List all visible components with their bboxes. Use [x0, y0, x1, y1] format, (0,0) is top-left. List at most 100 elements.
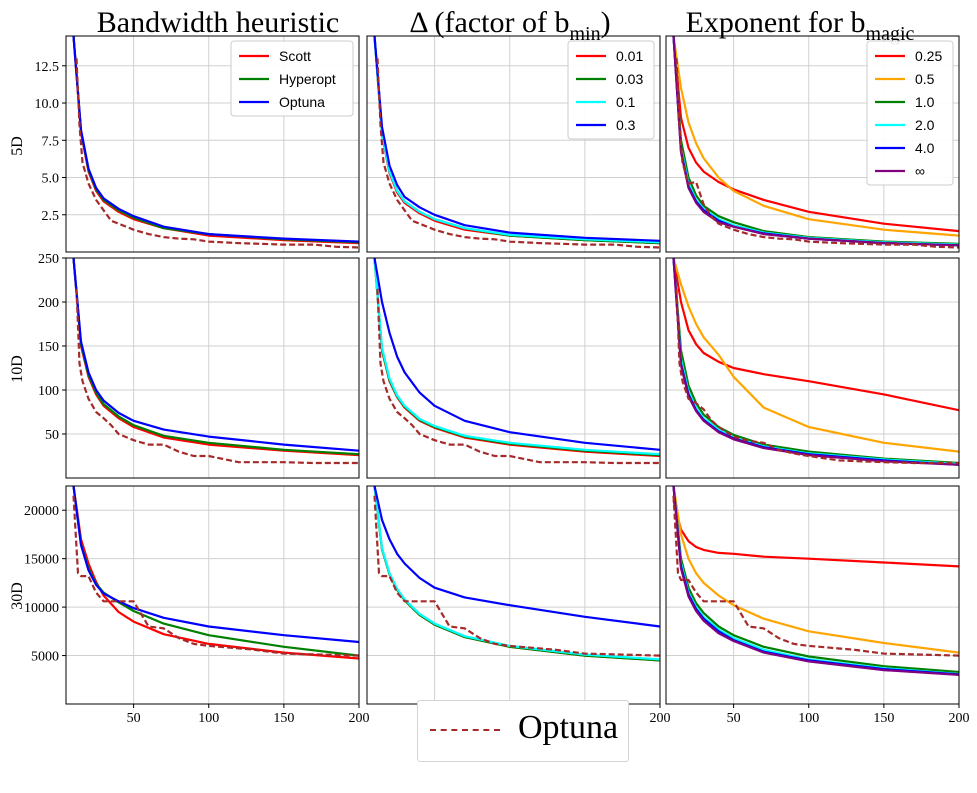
legend: Scott Hyperopt Optuna	[230, 40, 354, 117]
plot-frame	[65, 35, 360, 253]
series-line-0.5	[672, 486, 959, 654]
legend-label: Optuna	[279, 94, 325, 110]
legend-box	[230, 40, 354, 117]
legend: 0.01 0.03 0.1 0.3	[567, 40, 655, 140]
panel-r0-c0: 2.5 5.0 7.5 10.0 12.5 Scott Hyperopt Optuna	[35, 35, 360, 253]
y-tick-label: 7.5	[42, 134, 60, 149]
series-group	[672, 258, 959, 466]
column-title-2-main: Δ (factor of b	[409, 6, 569, 39]
legend-label: 2.0	[915, 117, 935, 133]
series-line-0.1	[373, 486, 660, 661]
series-line-Hyperopt	[72, 258, 359, 456]
x-tick-label: 100	[198, 711, 219, 726]
series-line-optuna-dashed	[376, 58, 660, 249]
series-line-0.1	[373, 36, 660, 244]
y-tick-label: 200	[38, 296, 59, 311]
series-line-optuna-dashed	[672, 495, 959, 657]
plot-frame	[65, 257, 360, 479]
row-label-10d: 10D	[9, 355, 26, 383]
series-group	[672, 36, 959, 249]
series-group	[373, 486, 660, 662]
series-line-optuna-dashed	[675, 58, 959, 249]
legend-label: 0.25	[915, 48, 942, 64]
row-label-5d: 5D	[9, 136, 26, 156]
series-line-∞	[672, 258, 959, 466]
legend: 0.25 0.5 1.0 2.0 4.0 ∞	[866, 40, 954, 186]
y-tick-label: 15000	[24, 553, 59, 568]
x-tick-label: 50	[727, 711, 741, 726]
series-line-0.5	[672, 36, 959, 237]
column-title-3-main: Exponent for b	[686, 6, 866, 39]
series-line-optuna-dashed	[75, 288, 359, 465]
x-tick-label: 150	[873, 711, 894, 726]
series-line-0.5	[672, 258, 959, 453]
figure-legend-label: Optuna	[518, 709, 619, 746]
y-tick-label: 10000	[24, 601, 59, 616]
series-line-Optuna	[72, 486, 359, 644]
panel-r1-c2	[665, 257, 960, 479]
x-tick-label: 200	[650, 711, 671, 726]
row-label-30d: 30D	[9, 582, 26, 610]
series-line-0.3	[373, 486, 660, 628]
series-line-0.3	[373, 36, 660, 242]
plot-frame	[366, 35, 661, 253]
legend-label: 0.3	[616, 117, 636, 133]
column-title-2-suffix: )	[601, 6, 611, 39]
series-line-Hyperopt	[72, 486, 359, 657]
plot-frame	[665, 485, 960, 705]
series-line-optuna-dashed	[376, 288, 660, 465]
series-line-0.25	[672, 36, 959, 233]
series-line-Scott	[72, 486, 359, 660]
series-line-0.03	[373, 486, 660, 662]
y-tick-label: 20000	[24, 504, 59, 519]
optuna-dashed-line-swatch	[430, 729, 500, 731]
series-line-0.1	[373, 258, 660, 456]
series-line-Scott	[72, 258, 359, 457]
legend-label: 1.0	[915, 94, 935, 110]
panel-r2-c2: 50 100 150 200	[665, 485, 970, 726]
y-tick-label: 100	[38, 384, 59, 399]
series-line-0.3	[373, 258, 660, 451]
series-line-∞	[672, 486, 959, 676]
series-line-optuna-dashed	[72, 495, 359, 657]
y-tick-label: 2.5	[42, 209, 60, 224]
series-line-Optuna	[72, 36, 359, 243]
legend-label: 0.03	[616, 71, 643, 87]
series-line-0.03	[373, 258, 660, 457]
series-line-2.0	[672, 486, 959, 676]
panel-r1-c1	[366, 257, 661, 479]
y-tick-label: 5.0	[42, 172, 60, 187]
y-tick-label: 50	[45, 428, 59, 443]
x-tick-label: 150	[273, 711, 294, 726]
series-group	[72, 36, 359, 249]
x-tick-label: 200	[349, 711, 370, 726]
legend-label: 4.0	[915, 140, 935, 156]
legend-label: 0.5	[915, 71, 935, 87]
panel-r2-c0: 5000 10000 15000 20000 50 100 150 200	[24, 485, 370, 726]
series-line-optuna-dashed	[75, 58, 359, 249]
legend-label: 0.01	[616, 48, 643, 64]
plot-frame	[665, 35, 960, 253]
legend-box	[567, 40, 655, 140]
series-line-0.01	[373, 486, 660, 662]
y-tick-label: 5000	[31, 650, 59, 665]
y-tick-label: 250	[38, 252, 59, 267]
plot-frame	[366, 485, 661, 705]
plot-frame	[366, 257, 661, 479]
x-tick-label: 100	[798, 711, 819, 726]
series-line-0.25	[672, 258, 959, 412]
column-title-2-subscript: min	[569, 23, 600, 45]
panel-r0-c2: 0.25 0.5 1.0 2.0 4.0 ∞	[665, 35, 960, 253]
series-group	[373, 36, 660, 249]
y-tick-label: 10.0	[35, 97, 60, 112]
series-group	[72, 258, 359, 465]
series-group	[373, 258, 660, 465]
column-title-3-subscript: magic	[866, 23, 915, 45]
series-line-optuna-dashed	[675, 288, 959, 465]
column-title-2: Δ (factor of bmin)	[409, 6, 610, 45]
column-title-1: Bandwidth heuristic	[97, 6, 339, 39]
series-line-Optuna	[72, 258, 359, 452]
x-tick-label: 50	[127, 711, 141, 726]
panel-r1-c0: 50 100 150 200 250	[38, 252, 360, 479]
